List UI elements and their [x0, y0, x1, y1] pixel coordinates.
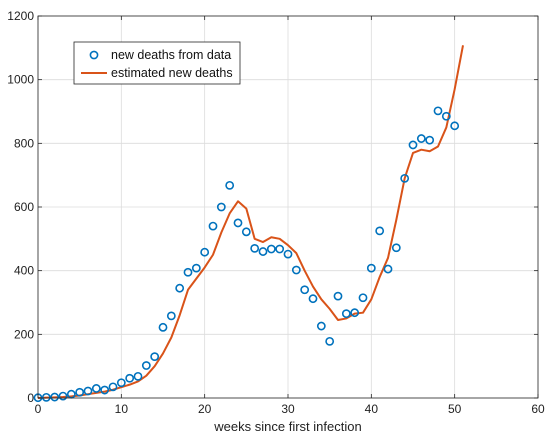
data-point	[200, 247, 210, 257]
data-point	[316, 321, 326, 331]
data-point	[258, 247, 268, 256]
data-point	[41, 392, 51, 402]
data-point	[166, 311, 176, 321]
data-point	[108, 382, 118, 392]
data-point	[325, 336, 335, 346]
data-point	[308, 294, 318, 304]
legend-label-estimate: estimated new deaths	[111, 66, 233, 80]
data-point	[408, 140, 418, 150]
y-tick-label: 1200	[7, 9, 34, 23]
data-point	[50, 392, 60, 402]
data-point	[450, 121, 460, 131]
data-point	[75, 387, 85, 397]
data-point	[400, 173, 410, 183]
y-tick-label: 200	[14, 327, 34, 341]
legend-label-data: new deaths from data	[111, 48, 231, 62]
data-point	[241, 227, 251, 237]
y-tick-label: 800	[14, 136, 34, 150]
data-point	[125, 373, 135, 383]
y-tick-label: 1000	[7, 73, 34, 87]
data-point	[58, 391, 68, 401]
data-point	[158, 322, 168, 332]
data-point	[291, 265, 301, 275]
data-point	[341, 309, 351, 319]
data-point	[300, 285, 310, 295]
data-point	[391, 243, 401, 253]
data-point	[225, 180, 235, 190]
data-point	[333, 291, 343, 301]
x-tick-label: 60	[531, 402, 545, 416]
data-point	[208, 221, 218, 231]
data-point	[283, 249, 293, 259]
legend: new deaths from data estimated new death…	[73, 41, 241, 85]
data-point	[366, 263, 376, 273]
data-point	[216, 202, 226, 212]
data-point	[83, 386, 93, 396]
legend-box	[73, 41, 241, 85]
data-point	[191, 263, 201, 273]
y-tick-label: 400	[14, 264, 34, 278]
data-point	[416, 134, 426, 143]
data-point	[150, 352, 160, 362]
data-point	[266, 244, 276, 254]
x-tick-label: 50	[448, 402, 462, 416]
data-point	[375, 226, 385, 236]
data-point	[133, 371, 143, 381]
y-tick-label: 600	[14, 200, 34, 214]
series-line-estimated-deaths	[37, 45, 464, 399]
data-point	[358, 293, 368, 303]
data-point	[100, 385, 110, 395]
data-point	[383, 264, 393, 274]
data-point	[433, 106, 443, 116]
data-point	[350, 308, 360, 318]
data-point	[141, 361, 151, 370]
data-point	[183, 267, 193, 277]
x-tick-label: 0	[35, 402, 42, 416]
data-point	[233, 218, 243, 228]
x-tick-label: 40	[365, 402, 379, 416]
x-tick-label: 10	[115, 402, 129, 416]
y-tick-label: 0	[27, 391, 34, 405]
legend-marker-data	[89, 50, 99, 60]
data-point	[91, 384, 101, 393]
data-point	[116, 378, 126, 388]
x-tick-label: 20	[198, 402, 212, 416]
data-point	[175, 283, 185, 293]
data-point	[425, 135, 435, 145]
x-axis-title: weeks since first infection	[213, 419, 361, 434]
x-tick-label: 30	[281, 402, 295, 416]
data-point	[275, 244, 285, 254]
plot-series	[33, 45, 464, 403]
data-point	[250, 243, 260, 253]
data-point	[441, 111, 451, 121]
